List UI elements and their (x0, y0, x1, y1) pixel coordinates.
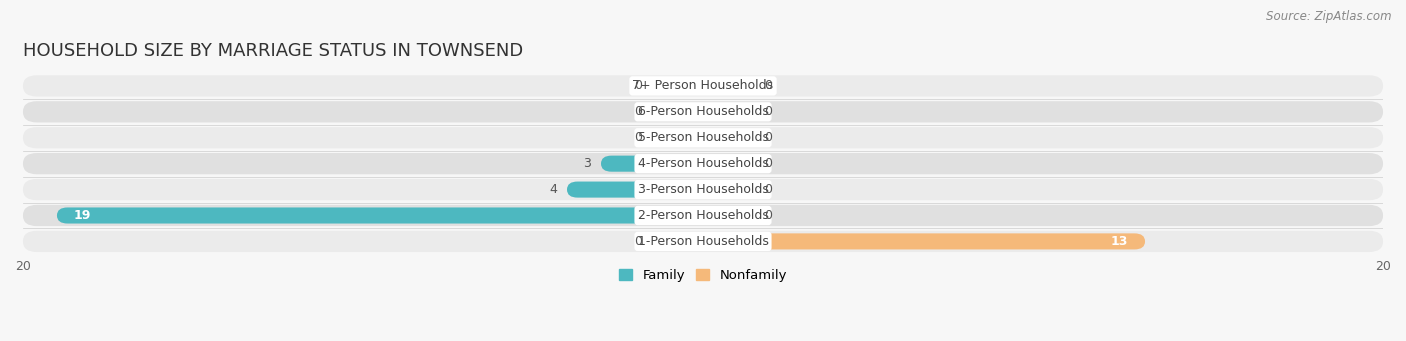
Text: 0: 0 (765, 131, 772, 144)
FancyBboxPatch shape (703, 155, 754, 172)
FancyBboxPatch shape (22, 101, 1384, 122)
Text: 0: 0 (765, 157, 772, 170)
Text: 4-Person Households: 4-Person Households (637, 157, 769, 170)
Text: 0: 0 (765, 105, 772, 118)
Text: 0: 0 (634, 235, 641, 248)
Text: 3: 3 (583, 157, 591, 170)
Legend: Family, Nonfamily: Family, Nonfamily (613, 264, 793, 288)
FancyBboxPatch shape (22, 205, 1384, 226)
FancyBboxPatch shape (703, 181, 754, 198)
FancyBboxPatch shape (567, 181, 703, 198)
Text: 4: 4 (548, 183, 557, 196)
Text: 0: 0 (765, 183, 772, 196)
Text: 2-Person Households: 2-Person Households (637, 209, 769, 222)
FancyBboxPatch shape (703, 104, 754, 120)
FancyBboxPatch shape (22, 231, 1384, 252)
Text: 3-Person Households: 3-Person Households (637, 183, 769, 196)
Text: 19: 19 (75, 209, 91, 222)
FancyBboxPatch shape (703, 233, 1144, 250)
Text: 0: 0 (765, 79, 772, 92)
FancyBboxPatch shape (652, 78, 703, 94)
Text: 7+ Person Households: 7+ Person Households (633, 79, 773, 92)
FancyBboxPatch shape (56, 207, 703, 224)
FancyBboxPatch shape (703, 207, 754, 224)
Text: 0: 0 (634, 131, 641, 144)
Text: 5-Person Households: 5-Person Households (637, 131, 769, 144)
FancyBboxPatch shape (22, 75, 1384, 97)
FancyBboxPatch shape (22, 179, 1384, 200)
FancyBboxPatch shape (600, 155, 703, 172)
Text: 0: 0 (634, 79, 641, 92)
FancyBboxPatch shape (652, 104, 703, 120)
FancyBboxPatch shape (703, 78, 754, 94)
Text: 1-Person Households: 1-Person Households (637, 235, 769, 248)
FancyBboxPatch shape (652, 233, 703, 250)
FancyBboxPatch shape (22, 153, 1384, 174)
FancyBboxPatch shape (703, 130, 754, 146)
Text: 6-Person Households: 6-Person Households (637, 105, 769, 118)
Text: 0: 0 (765, 209, 772, 222)
FancyBboxPatch shape (22, 127, 1384, 148)
Text: HOUSEHOLD SIZE BY MARRIAGE STATUS IN TOWNSEND: HOUSEHOLD SIZE BY MARRIAGE STATUS IN TOW… (22, 42, 523, 60)
Text: 0: 0 (634, 105, 641, 118)
Text: 13: 13 (1111, 235, 1128, 248)
Text: Source: ZipAtlas.com: Source: ZipAtlas.com (1267, 10, 1392, 23)
FancyBboxPatch shape (652, 130, 703, 146)
